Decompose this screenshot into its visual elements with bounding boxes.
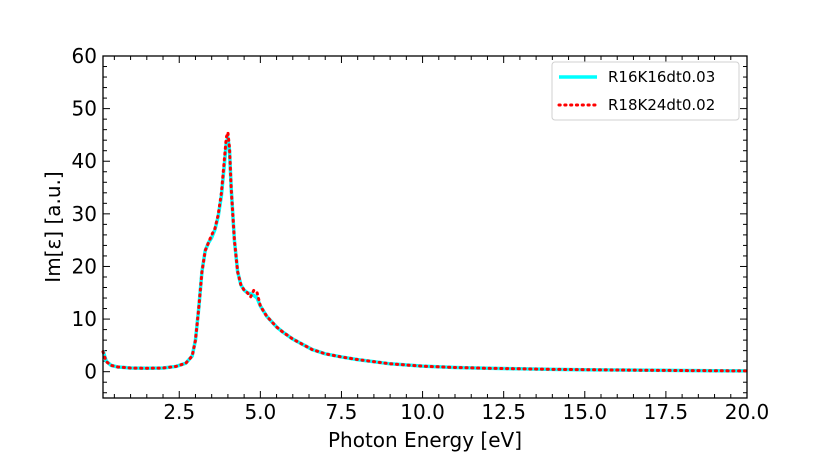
y-axis-label: Im[ε] [a.u.] bbox=[41, 171, 65, 282]
series-lines bbox=[101, 130, 749, 373]
x-tick-labels: 2.5 5.0 7.5 10.0 12.5 15.0 17.5 20.0 bbox=[163, 400, 769, 424]
x-tick-label: 7.5 bbox=[326, 400, 358, 424]
y-tick-label: 20 bbox=[72, 254, 97, 278]
x-axis-label: Photon Energy [eV] bbox=[328, 428, 522, 452]
y-tick-label: 0 bbox=[84, 360, 97, 384]
legend-label-series-1: R16K16dt0.03 bbox=[608, 68, 715, 86]
x-tick-label: 5.0 bbox=[244, 400, 276, 424]
x-tick-label: 10.0 bbox=[400, 400, 445, 424]
y-tick-label: 30 bbox=[72, 202, 97, 226]
y-tick-labels: 0 10 20 30 40 50 60 bbox=[72, 44, 97, 384]
legend-label-series-2: R18K24dt0.02 bbox=[608, 96, 715, 114]
y-tick-label: 40 bbox=[72, 149, 97, 173]
x-tick-label: 15.0 bbox=[563, 400, 608, 424]
x-tick-label: 20.0 bbox=[725, 400, 770, 424]
x-tick-label: 17.5 bbox=[644, 400, 689, 424]
y-tick-label: 60 bbox=[72, 44, 97, 68]
plot-frame bbox=[102, 55, 748, 399]
legend: R16K16dt0.03 R18K24dt0.02 bbox=[551, 61, 740, 121]
x-tick-label: 2.5 bbox=[163, 400, 195, 424]
x-tick-label: 12.5 bbox=[481, 400, 526, 424]
y-tick-label: 10 bbox=[72, 307, 97, 331]
y-tick-label: 50 bbox=[72, 97, 97, 121]
legend-box bbox=[551, 61, 740, 121]
series-line-2 bbox=[101, 130, 749, 373]
